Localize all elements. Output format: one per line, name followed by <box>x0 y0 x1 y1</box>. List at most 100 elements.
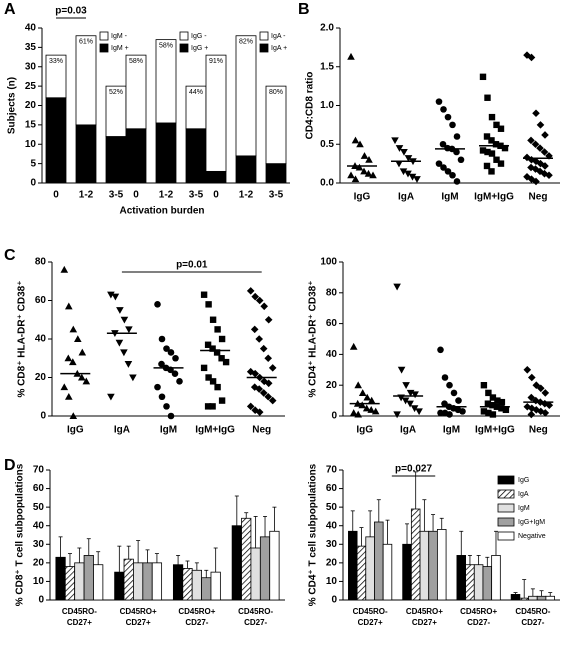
x-tick-label: Neg <box>529 425 548 436</box>
point <box>406 400 414 408</box>
point <box>209 403 216 410</box>
point <box>356 140 364 148</box>
point <box>259 389 268 397</box>
point <box>492 141 500 148</box>
legend-swatch <box>99 31 109 41</box>
bar <box>473 564 484 601</box>
x-tick-label: IgM+IgG <box>195 425 235 436</box>
point <box>205 301 212 308</box>
x-tick-label: 3-5 <box>269 190 284 201</box>
percent-label: 52% <box>109 89 123 96</box>
y-tick-label: 60 <box>33 483 45 494</box>
y-tick-label: 30 <box>33 539 45 550</box>
percent-label: 42% <box>159 126 173 133</box>
point <box>523 366 532 374</box>
legend-swatch <box>179 31 189 41</box>
point <box>214 383 221 391</box>
point <box>440 106 447 113</box>
point <box>268 364 277 372</box>
x-tick-label: 1-2 <box>159 190 174 201</box>
bar <box>428 530 438 601</box>
bar <box>83 555 94 601</box>
point <box>264 379 273 388</box>
percent-label: 18% <box>239 159 253 166</box>
bar <box>250 547 261 601</box>
point <box>158 393 166 401</box>
x-tick-label: CD27+ <box>67 618 92 627</box>
point <box>536 167 544 176</box>
x-tick-label: 1-2 <box>239 190 254 201</box>
x-tick-label: IgG <box>356 425 373 436</box>
y-tick-label: 30 <box>25 61 37 72</box>
point <box>255 408 264 416</box>
x-tick-label: IgA <box>398 192 414 203</box>
legend-label: IgM <box>518 505 530 512</box>
bar <box>64 566 76 601</box>
point <box>527 163 535 172</box>
point <box>449 121 456 129</box>
y-tick-label: 20 <box>326 380 338 391</box>
point <box>354 410 362 418</box>
point <box>484 148 491 156</box>
point <box>393 283 401 291</box>
panel-label: D <box>4 457 16 474</box>
bar <box>482 566 493 601</box>
point <box>435 98 443 105</box>
point <box>531 140 540 149</box>
bar <box>348 530 358 601</box>
point <box>347 171 355 179</box>
percent-label: 82% <box>239 39 253 46</box>
point <box>400 148 408 156</box>
point <box>545 152 553 160</box>
y-tick-label: 60 <box>326 318 338 329</box>
percent-label: 67% <box>49 101 63 108</box>
point <box>527 175 536 183</box>
point <box>401 397 410 405</box>
point <box>154 301 161 308</box>
bar <box>410 508 421 601</box>
x-tick-label: CD27+ <box>412 618 437 627</box>
point <box>264 354 272 363</box>
y-tick-label: 50 <box>33 502 45 513</box>
point <box>246 287 255 295</box>
point <box>501 144 509 152</box>
panel-label: C <box>4 247 16 264</box>
legend-swatch <box>259 31 269 41</box>
bar-segment <box>45 54 67 99</box>
point <box>444 168 452 175</box>
point <box>455 397 462 404</box>
bar <box>382 543 393 601</box>
point <box>163 345 170 352</box>
point <box>449 171 456 179</box>
y-tick-label: 100 <box>320 257 337 268</box>
point <box>540 148 549 156</box>
y-tick-label: 60 <box>326 483 338 494</box>
point <box>488 150 496 157</box>
y-tick-label: 70 <box>326 465 338 476</box>
point <box>351 175 360 183</box>
point <box>209 378 217 385</box>
point <box>532 109 540 118</box>
y-tick-label: 40 <box>326 349 338 360</box>
y-axis-label: % CD8⁺ T cell subpopulations <box>15 463 26 606</box>
y-tick-label: 80 <box>35 257 47 268</box>
bar <box>402 543 412 601</box>
point <box>391 137 399 145</box>
point <box>498 398 506 406</box>
y-axis-label: Subjects (n) <box>7 77 18 134</box>
point <box>82 377 91 385</box>
percent-label: 42% <box>129 132 143 139</box>
point <box>541 389 550 397</box>
percent-label: 9% <box>211 174 221 181</box>
point <box>446 381 453 389</box>
point <box>532 157 540 166</box>
point <box>441 374 449 381</box>
bar <box>74 562 85 601</box>
point <box>172 354 179 362</box>
x-tick-label: CD45RO+ <box>178 607 215 616</box>
y-tick-label: 2.0 <box>320 23 334 34</box>
point <box>395 160 403 168</box>
point <box>479 73 487 81</box>
bar <box>465 564 475 601</box>
point <box>408 173 417 181</box>
